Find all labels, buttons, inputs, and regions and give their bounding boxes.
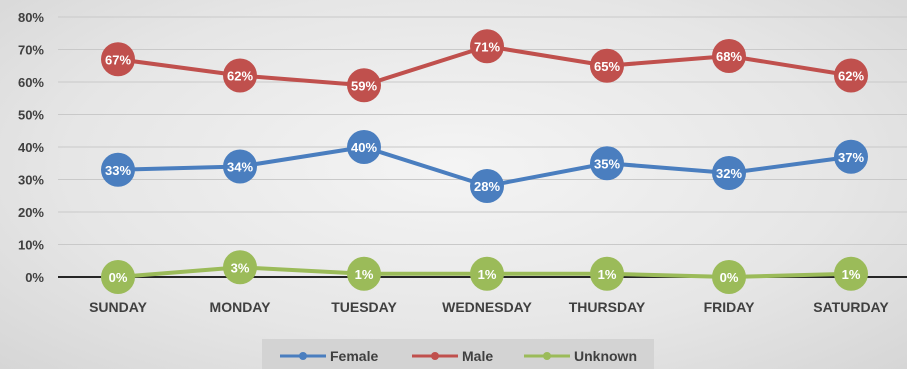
unknown-data-label: 1% <box>478 267 497 282</box>
male-point <box>590 48 624 83</box>
series-group: 33% 34%40%28%35%32%37%67%62%59%71%65%68%6… <box>101 29 868 294</box>
x-category-label: SUNDAY <box>89 299 147 315</box>
female-data-label: 28% <box>474 179 500 194</box>
unknown-point <box>590 256 624 291</box>
y-tick-label: 80% <box>18 10 44 25</box>
legend-label-male: Male <box>462 348 493 364</box>
male-point <box>101 42 135 77</box>
unknown-data-label: 1% <box>842 267 861 282</box>
x-category-label: THURSDAY <box>569 299 646 315</box>
legend-marker-female <box>299 352 307 360</box>
unknown-data-label: 0% <box>109 270 128 285</box>
x-axis-categories: SUNDAY MONDAY TUESDAY WEDNESDAY THURSDAY FRID… <box>89 299 889 315</box>
y-tick-label: 10% <box>18 238 44 253</box>
female-point <box>712 156 746 190</box>
female-data-label: 37% <box>838 150 864 165</box>
legend-marker-unknown <box>543 352 551 360</box>
female-point <box>590 146 624 181</box>
unknown-data-label: 0% <box>720 270 739 285</box>
male-point <box>223 58 257 93</box>
female-point <box>223 149 257 184</box>
female-data-label: 35% <box>594 156 620 171</box>
female-point <box>834 139 868 174</box>
unknown-data-label: 1% <box>355 267 374 282</box>
y-axis-ticks: 0% 10% 20% 30% 40% 50% 60% 70% 80% <box>18 10 44 285</box>
female-point <box>470 169 504 203</box>
legend: Female Male Unknown <box>262 339 654 369</box>
y-tick-label: 40% <box>18 140 44 155</box>
male-point <box>470 29 504 64</box>
male-point <box>347 68 381 103</box>
male-data-label: 68% <box>716 49 742 64</box>
male-data-label: 62% <box>838 69 864 84</box>
unknown-point <box>347 256 381 291</box>
x-category-label: TUESDAY <box>331 299 397 315</box>
female-data-label: 40% <box>351 140 377 155</box>
female-point <box>101 152 135 187</box>
series-male: 67% 62% 59% 71% 65% 68% 62% <box>101 29 868 103</box>
y-tick-label: 20% <box>18 205 44 220</box>
legend-marker-male <box>431 352 439 360</box>
unknown-point <box>223 250 257 285</box>
y-tick-label: 50% <box>18 108 44 123</box>
x-category-label: MONDAY <box>210 299 272 315</box>
unknown-data-label: 3% <box>231 260 250 275</box>
male-point <box>712 39 746 73</box>
male-data-label: 65% <box>594 59 620 74</box>
unknown-point <box>712 260 746 294</box>
x-category-label: FRIDAY <box>704 299 755 315</box>
female-data-label: 32% <box>716 166 742 181</box>
male-data-label: 59% <box>351 78 377 93</box>
legend-box <box>262 339 654 369</box>
x-category-label: WEDNESDAY <box>442 299 532 315</box>
legend-label-unknown: Unknown <box>574 348 637 364</box>
series-unknown: 0% 3% 1% 1% 1% 0% 1% <box>101 250 868 294</box>
unknown-point <box>834 256 868 291</box>
male-data-label: 71% <box>474 39 500 54</box>
male-data-label: 67% <box>105 52 131 67</box>
male-data-label: 62% <box>227 69 253 84</box>
female-point <box>347 130 381 164</box>
unknown-point <box>101 260 135 294</box>
y-tick-label: 60% <box>18 75 44 90</box>
female-data-label: 34% <box>227 160 253 175</box>
male-point <box>834 58 868 93</box>
legend-label-female: Female <box>330 348 378 364</box>
female-data-label: 33% <box>105 163 131 178</box>
y-tick-label: 70% <box>18 43 44 58</box>
unknown-data-label: 1% <box>598 267 617 282</box>
series-female: 33% 34% 40% 28% 35% 32% 37% <box>101 130 868 203</box>
x-category-label: SATURDAY <box>813 299 889 315</box>
y-tick-label: 0% <box>25 270 44 285</box>
y-tick-label: 30% <box>18 173 44 188</box>
unknown-point <box>470 256 504 291</box>
